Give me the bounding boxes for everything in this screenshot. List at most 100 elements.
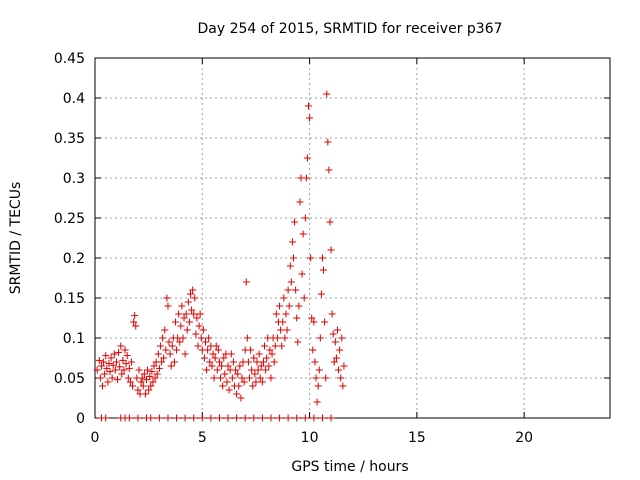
- data-point: [177, 322, 185, 330]
- data-point: [220, 354, 228, 362]
- data-point: [326, 218, 334, 226]
- data-point: [163, 294, 171, 302]
- data-point: [292, 286, 300, 294]
- data-point: [100, 358, 108, 366]
- data-point: [227, 350, 235, 358]
- data-point: [106, 368, 114, 376]
- data-point: [140, 370, 148, 378]
- data-point: [299, 230, 307, 238]
- data-point: [339, 382, 347, 390]
- data-point: [250, 354, 258, 362]
- data-point: [184, 298, 192, 306]
- grid-lines: [95, 58, 610, 418]
- data-point: [115, 348, 123, 356]
- x-tick-label: 0: [91, 430, 100, 446]
- data-point: [314, 382, 322, 390]
- y-tick-label: 0.1: [63, 331, 85, 347]
- data-point: [249, 382, 257, 390]
- data-point: [214, 346, 222, 354]
- data-point: [101, 370, 109, 378]
- data-point: [318, 254, 326, 262]
- data-point: [305, 102, 313, 110]
- data-point: [272, 310, 280, 318]
- data-point: [123, 352, 131, 360]
- data-point: [313, 398, 321, 406]
- data-point: [267, 374, 275, 382]
- y-tick-label: 0: [76, 411, 85, 427]
- data-point: [95, 356, 103, 364]
- data-point: [153, 370, 161, 378]
- data-point: [141, 390, 149, 398]
- data-point: [244, 358, 252, 366]
- data-point: [162, 346, 170, 354]
- data-point: [146, 372, 154, 380]
- data-point: [318, 414, 326, 422]
- data-point: [241, 414, 249, 422]
- y-axis-label: SRMTID / TECUs: [8, 182, 24, 295]
- data-point: [233, 414, 241, 422]
- data-point: [258, 414, 266, 422]
- data-point: [331, 338, 339, 346]
- data-point: [202, 338, 210, 346]
- data-point: [122, 360, 130, 368]
- data-point: [267, 414, 275, 422]
- data-point: [190, 310, 198, 318]
- data-point: [337, 374, 345, 382]
- data-point: [248, 366, 256, 374]
- data-point: [196, 310, 204, 318]
- data-point: [293, 414, 301, 422]
- data-point: [164, 302, 172, 310]
- data-point: [197, 334, 205, 342]
- data-point: [259, 358, 267, 366]
- data-point: [286, 262, 294, 270]
- data-point: [108, 374, 116, 382]
- data-point: [224, 414, 232, 422]
- data-point: [208, 362, 216, 370]
- data-point: [312, 374, 320, 382]
- data-points: [93, 90, 348, 422]
- data-point: [270, 358, 278, 366]
- data-point: [150, 362, 158, 370]
- data-point: [300, 294, 308, 302]
- data-point: [99, 382, 107, 390]
- data-point: [242, 278, 250, 286]
- data-point: [278, 342, 286, 350]
- data-point: [237, 394, 245, 402]
- data-point: [340, 362, 348, 370]
- data-point: [320, 266, 328, 274]
- data-point: [96, 374, 104, 382]
- data-point: [114, 376, 122, 384]
- data-point: [121, 346, 129, 354]
- data-point: [316, 334, 324, 342]
- data-point: [285, 302, 293, 310]
- y-tick-label: 0.2: [63, 251, 85, 267]
- data-point: [168, 342, 176, 350]
- data-point: [183, 326, 191, 334]
- data-point: [223, 378, 231, 386]
- data-point: [119, 356, 127, 364]
- data-point: [279, 318, 287, 326]
- data-point: [256, 374, 264, 382]
- data-point: [211, 354, 219, 362]
- data-point: [188, 306, 196, 314]
- data-point: [336, 346, 344, 354]
- data-point: [293, 314, 301, 322]
- data-point: [295, 302, 303, 310]
- data-point: [315, 366, 323, 374]
- data-point: [277, 326, 285, 334]
- y-tick-label: 0.3: [63, 171, 85, 187]
- data-point: [303, 154, 311, 162]
- data-point: [310, 318, 318, 326]
- data-point: [251, 370, 259, 378]
- data-point: [258, 378, 266, 386]
- data-point: [176, 338, 184, 346]
- data-point: [252, 378, 260, 386]
- data-point: [236, 362, 244, 370]
- data-point: [206, 358, 214, 366]
- data-point: [301, 214, 309, 222]
- data-point: [291, 218, 299, 226]
- data-point: [173, 346, 181, 354]
- data-point: [111, 366, 119, 374]
- data-point: [189, 286, 197, 294]
